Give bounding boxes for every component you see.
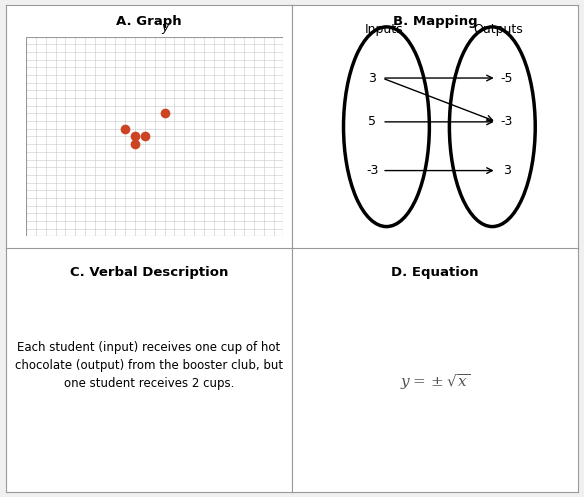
Text: 3: 3 [368,72,376,84]
Text: 5: 5 [368,115,376,128]
Text: 3: 3 [503,164,510,177]
Text: Each student (input) receives one cup of hot
chocolate (output) from the booster: Each student (input) receives one cup of… [15,341,283,390]
Text: Outputs: Outputs [473,23,523,36]
Text: -5: -5 [500,72,513,84]
Text: D. Equation: D. Equation [391,265,479,278]
Text: B. Mapping: B. Mapping [393,15,477,28]
Text: -3: -3 [366,164,378,177]
Text: $y = \pm \sqrt{x}$: $y = \pm \sqrt{x}$ [400,372,470,393]
Text: Inputs: Inputs [364,23,403,36]
Text: A. Graph: A. Graph [116,15,182,28]
Text: C. Verbal Description: C. Verbal Description [69,265,228,278]
Text: -3: -3 [500,115,513,128]
